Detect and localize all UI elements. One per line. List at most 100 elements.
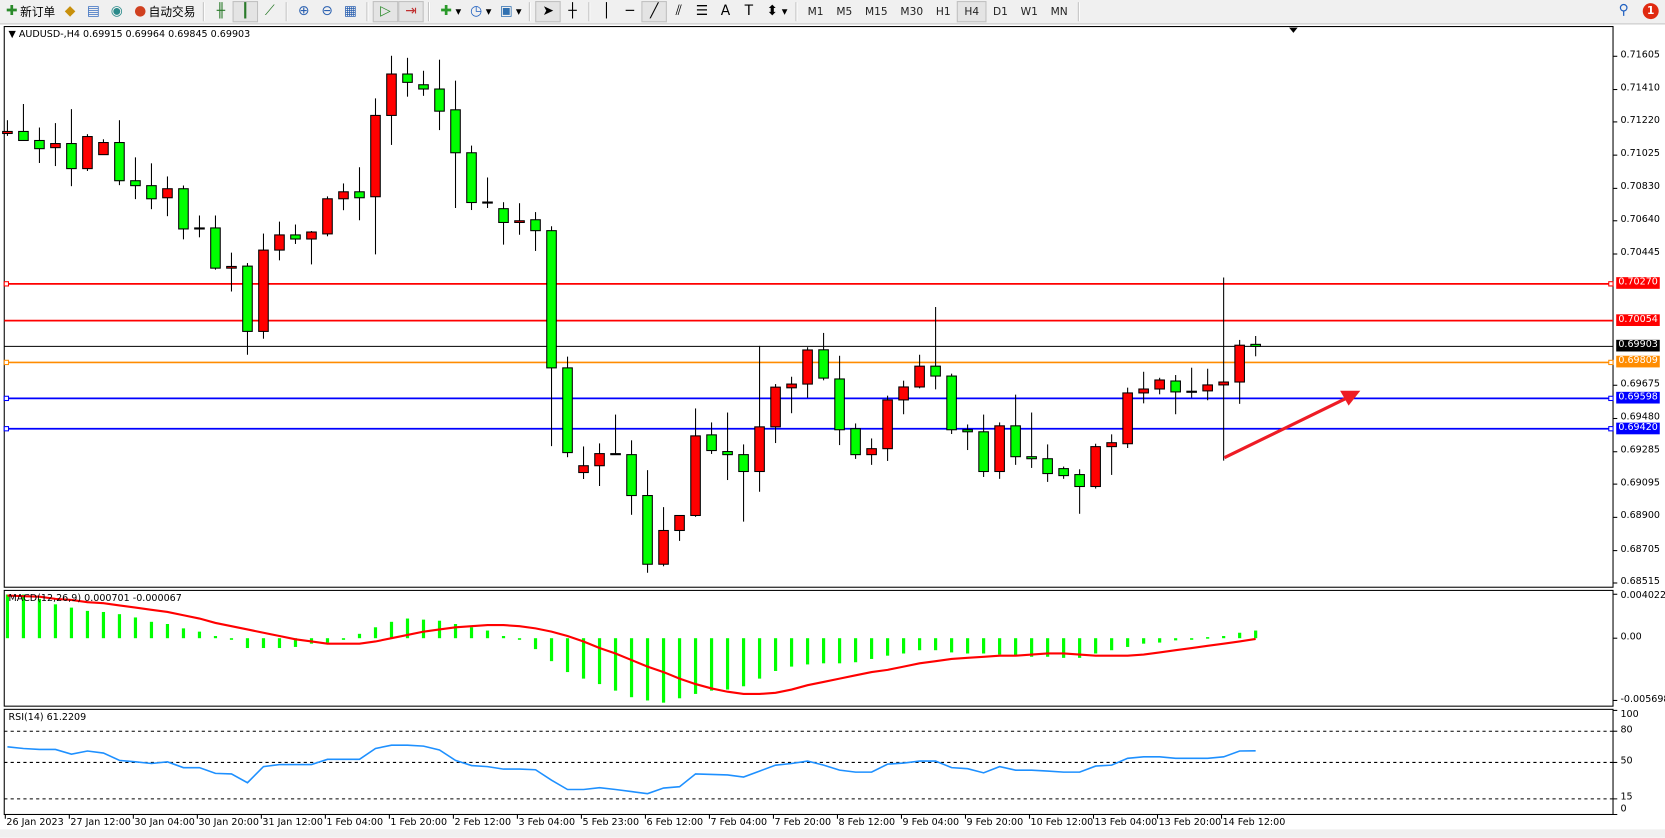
candle-body xyxy=(1122,392,1133,445)
candle-body xyxy=(386,73,397,116)
macd-histogram-bar xyxy=(885,638,890,656)
text-tool[interactable]: A xyxy=(714,1,737,22)
level-handle-icon xyxy=(3,426,10,432)
trend-arrow-head-icon xyxy=(1340,390,1361,406)
macd-histogram-bar xyxy=(277,638,282,649)
macd-histogram-bar xyxy=(229,638,234,640)
trendline-tool[interactable]: ╱ xyxy=(641,1,668,23)
divider xyxy=(588,2,591,22)
macd-histogram-bar xyxy=(133,617,138,639)
candle-body xyxy=(1106,442,1117,448)
candle-body xyxy=(866,448,877,456)
candle-body xyxy=(674,514,685,532)
candle-body xyxy=(626,454,637,497)
history-center-button[interactable]: ◆ xyxy=(58,1,81,22)
folder-icon: ◆ xyxy=(64,3,76,20)
macd-histogram-bar xyxy=(773,638,778,671)
templates-button[interactable]: ▣ ▼ xyxy=(495,1,525,22)
auto-scroll-button[interactable]: ▷ xyxy=(372,1,399,23)
notification-badge[interactable]: 1 xyxy=(1642,2,1659,19)
auto-scroll-icon: ▷ xyxy=(380,3,391,20)
candle-body xyxy=(658,529,669,565)
timeframe-d1[interactable]: D1 xyxy=(992,5,1008,18)
channel-tool[interactable]: ⫽ xyxy=(667,1,690,22)
line-chart-button[interactable]: ⟋ xyxy=(258,1,281,22)
candle-body xyxy=(178,188,189,230)
macd-histogram-bar xyxy=(1110,638,1114,651)
zoom-in-button[interactable]: ⊕ xyxy=(292,1,315,22)
price-tick-label: 0.70445 xyxy=(1620,247,1660,259)
arrows-tool[interactable]: ⬍ ▼ xyxy=(761,1,791,22)
chart-header: ▼ AUDUSD-,H4 0.69915 0.69964 0.69845 0.6… xyxy=(8,30,250,41)
terminal-icon: ▤ xyxy=(86,3,100,20)
collapse-icon[interactable]: ▼ xyxy=(8,29,19,41)
rsi-line xyxy=(7,744,1256,795)
time-axis-label: 6 Feb 12:00 xyxy=(646,817,704,829)
text-icon: A xyxy=(720,3,731,20)
price-tick-label: 0.69675 xyxy=(1620,378,1660,390)
tile-windows-button[interactable]: ▦ xyxy=(339,1,362,22)
candle-body xyxy=(322,198,333,235)
timeframe-m5[interactable]: M5 xyxy=(836,5,853,18)
divider xyxy=(366,2,369,22)
zoom-out-button[interactable]: ⊖ xyxy=(315,1,338,22)
market-watch-button[interactable]: ▤ xyxy=(82,1,105,22)
timeframe-h4[interactable]: H4 xyxy=(956,1,987,23)
signals-button[interactable]: ◉ xyxy=(105,1,128,22)
price-tick-label: 0.71025 xyxy=(1620,148,1660,160)
auto-trading-button[interactable]: ● 自动交易 xyxy=(128,1,198,22)
macd-histogram-bar xyxy=(117,614,122,639)
cursor-tool[interactable]: ➤ xyxy=(535,1,561,23)
candle-body xyxy=(50,143,61,149)
signal-icon: ◉ xyxy=(110,3,123,20)
fibonacci-tool[interactable]: ☰ xyxy=(690,1,713,22)
candle-body xyxy=(818,349,829,379)
candle-body xyxy=(802,349,813,385)
time-axis-label: 30 Jan 20:00 xyxy=(198,817,259,829)
macd-histogram-bar xyxy=(998,638,1002,655)
crosshair-tool[interactable]: ┼ xyxy=(561,1,584,22)
macd-histogram-bar xyxy=(549,638,554,662)
search-icon[interactable]: ⚲ xyxy=(1618,2,1629,19)
candle-body xyxy=(1250,343,1261,347)
candle-body xyxy=(706,434,717,452)
macd-tick-label: -0.005698 xyxy=(1620,694,1665,705)
candle-body xyxy=(1154,379,1165,390)
dropdown-arrow-icon: ▼ xyxy=(455,7,462,16)
timeframe-bar: M1 M5 M15 M30 H1 H4 D1 W1 MN xyxy=(801,1,1074,23)
rsi-tick-label: 80 xyxy=(1620,724,1633,736)
candle-body xyxy=(530,219,541,232)
timeframe-m1[interactable]: M1 xyxy=(807,5,824,18)
timeframe-m15[interactable]: M15 xyxy=(864,5,888,18)
bar-chart-button[interactable]: ╫ xyxy=(209,1,232,22)
price-level-label: 0.69809 xyxy=(1616,356,1660,368)
horizontal-line-tool[interactable]: ─ xyxy=(618,1,641,22)
candle-body xyxy=(898,386,909,401)
timeframe-w1[interactable]: W1 xyxy=(1020,5,1038,18)
candle-body xyxy=(290,234,301,240)
indicators-button[interactable]: ✚ ▼ xyxy=(434,1,464,22)
line-chart-icon: ⟋ xyxy=(264,3,275,20)
macd-histogram-bar xyxy=(934,638,938,651)
divider xyxy=(202,2,205,22)
candle-body xyxy=(98,142,109,156)
macd-histogram-bar xyxy=(1142,638,1146,644)
timeframe-m30[interactable]: M30 xyxy=(900,5,924,18)
chart-shift-button[interactable]: ⇥ xyxy=(398,1,424,23)
candlestick-button[interactable]: ┃ xyxy=(232,1,259,23)
candle-body xyxy=(594,453,605,467)
periods-button[interactable]: ◷ ▼ xyxy=(464,1,494,22)
vertical-line-tool[interactable]: │ xyxy=(595,1,618,22)
time-axis-label: 26 Jan 2023 xyxy=(6,817,64,829)
timeframe-h1[interactable]: H1 xyxy=(935,5,951,18)
macd-histogram-bar xyxy=(357,633,362,639)
new-order-button[interactable]: ✚ 新订单 xyxy=(0,1,58,22)
text-label-tool[interactable]: T xyxy=(737,1,760,22)
divider xyxy=(529,2,532,22)
timeframe-mn[interactable]: MN xyxy=(1050,5,1068,18)
price-level-label: 0.69598 xyxy=(1616,392,1660,404)
macd-histogram-bar xyxy=(533,638,538,650)
candle-body xyxy=(1074,474,1085,488)
